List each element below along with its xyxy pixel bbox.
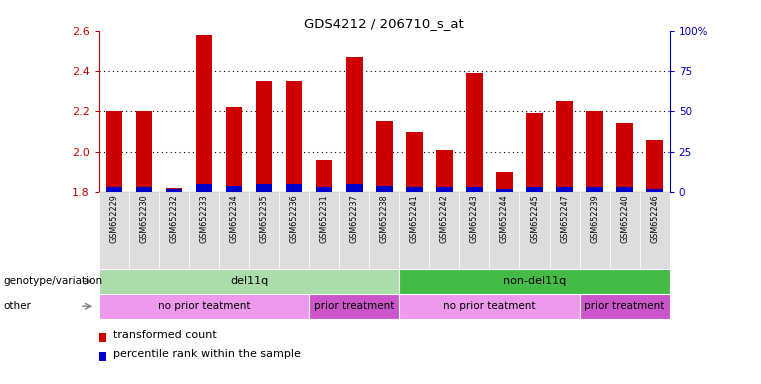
Bar bbox=[586, 111, 603, 192]
Bar bbox=[309, 294, 400, 319]
Bar bbox=[309, 192, 339, 269]
Text: del11q: del11q bbox=[230, 276, 268, 286]
Bar bbox=[249, 192, 279, 269]
Bar bbox=[226, 185, 242, 192]
Bar bbox=[279, 192, 309, 269]
Bar bbox=[219, 192, 249, 269]
Text: GSM652229: GSM652229 bbox=[110, 194, 119, 243]
Text: GSM652230: GSM652230 bbox=[139, 194, 148, 243]
Bar bbox=[549, 192, 580, 269]
Text: GSM652246: GSM652246 bbox=[650, 194, 659, 243]
Bar bbox=[610, 192, 640, 269]
Bar bbox=[99, 353, 106, 361]
Bar bbox=[496, 172, 513, 192]
Bar bbox=[400, 294, 580, 319]
Bar bbox=[196, 184, 212, 192]
Bar bbox=[346, 184, 362, 192]
Bar bbox=[489, 192, 520, 269]
Bar bbox=[436, 150, 453, 192]
Text: GSM652240: GSM652240 bbox=[620, 194, 629, 243]
Bar bbox=[135, 187, 152, 192]
Bar bbox=[616, 123, 633, 192]
Bar bbox=[135, 111, 152, 192]
Text: GSM652243: GSM652243 bbox=[470, 194, 479, 243]
Text: GSM652244: GSM652244 bbox=[500, 194, 509, 243]
Bar bbox=[286, 184, 302, 192]
Bar bbox=[527, 187, 543, 192]
Bar bbox=[316, 187, 333, 192]
Bar bbox=[646, 189, 663, 192]
Bar bbox=[339, 192, 369, 269]
Bar bbox=[256, 81, 272, 192]
Bar bbox=[556, 101, 573, 192]
Text: genotype/variation: genotype/variation bbox=[4, 276, 103, 286]
Text: GSM652235: GSM652235 bbox=[260, 194, 269, 243]
Text: GSM652231: GSM652231 bbox=[320, 194, 329, 243]
Text: GSM652247: GSM652247 bbox=[560, 194, 569, 243]
Bar bbox=[99, 333, 106, 342]
Text: GSM652238: GSM652238 bbox=[380, 194, 389, 243]
Bar bbox=[520, 192, 549, 269]
Text: GSM652233: GSM652233 bbox=[199, 194, 209, 243]
Bar bbox=[106, 111, 123, 192]
Bar bbox=[436, 187, 453, 192]
Bar bbox=[580, 192, 610, 269]
Bar bbox=[406, 131, 422, 192]
Bar bbox=[226, 107, 242, 192]
Bar bbox=[460, 192, 489, 269]
Bar bbox=[99, 294, 309, 319]
Bar bbox=[429, 192, 460, 269]
Bar bbox=[466, 187, 482, 192]
Bar bbox=[640, 192, 670, 269]
Bar bbox=[166, 188, 183, 192]
Text: GSM652232: GSM652232 bbox=[170, 194, 179, 243]
Text: GSM652236: GSM652236 bbox=[290, 194, 298, 243]
Bar bbox=[556, 187, 573, 192]
Title: GDS4212 / 206710_s_at: GDS4212 / 206710_s_at bbox=[304, 17, 464, 30]
Bar bbox=[166, 189, 183, 192]
Bar bbox=[527, 113, 543, 192]
Bar bbox=[316, 160, 333, 192]
Text: prior treatment: prior treatment bbox=[314, 301, 394, 311]
Bar bbox=[346, 57, 362, 192]
Text: GSM652239: GSM652239 bbox=[590, 194, 599, 243]
Bar bbox=[256, 184, 272, 192]
Bar bbox=[496, 189, 513, 192]
Bar bbox=[466, 73, 482, 192]
Bar bbox=[159, 192, 189, 269]
Bar bbox=[369, 192, 400, 269]
Bar bbox=[646, 140, 663, 192]
Text: GSM652241: GSM652241 bbox=[410, 194, 419, 243]
Text: GSM652242: GSM652242 bbox=[440, 194, 449, 243]
Text: GSM652245: GSM652245 bbox=[530, 194, 539, 243]
Text: no prior teatment: no prior teatment bbox=[443, 301, 536, 311]
Text: non-del11q: non-del11q bbox=[503, 276, 566, 286]
Bar bbox=[129, 192, 159, 269]
Bar bbox=[376, 185, 393, 192]
Bar bbox=[406, 187, 422, 192]
Text: GSM652237: GSM652237 bbox=[350, 194, 358, 243]
Text: no prior teatment: no prior teatment bbox=[158, 301, 250, 311]
Text: other: other bbox=[4, 301, 32, 311]
Bar bbox=[189, 192, 219, 269]
Bar bbox=[616, 187, 633, 192]
Bar bbox=[106, 187, 123, 192]
Text: prior treatment: prior treatment bbox=[584, 301, 665, 311]
Bar bbox=[376, 121, 393, 192]
Text: GSM652234: GSM652234 bbox=[230, 194, 239, 243]
Text: transformed count: transformed count bbox=[113, 329, 217, 339]
Bar bbox=[586, 187, 603, 192]
Bar bbox=[400, 192, 429, 269]
Bar bbox=[400, 269, 670, 294]
Bar bbox=[99, 269, 400, 294]
Bar bbox=[286, 81, 302, 192]
Bar bbox=[580, 294, 670, 319]
Bar bbox=[99, 192, 129, 269]
Bar bbox=[196, 35, 212, 192]
Text: percentile rank within the sample: percentile rank within the sample bbox=[113, 349, 301, 359]
